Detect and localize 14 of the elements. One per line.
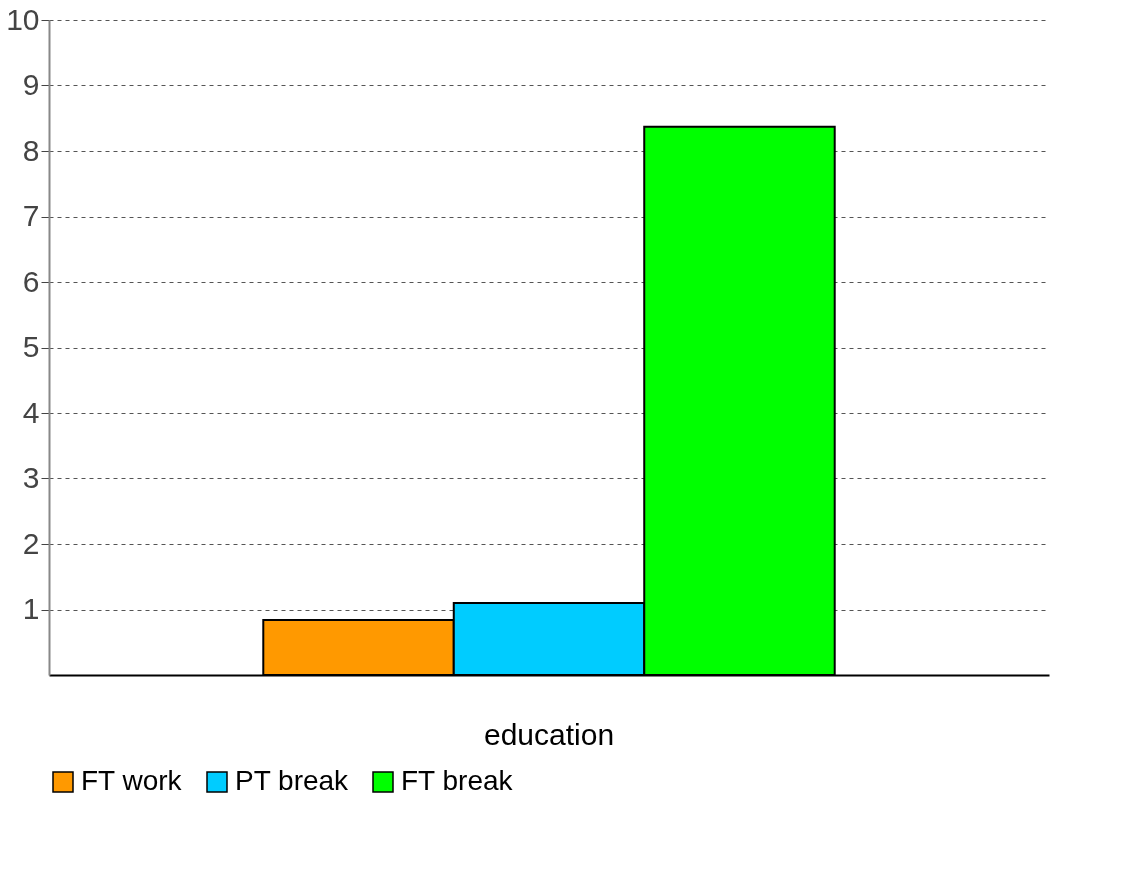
y-tick-label: 8 (22, 133, 40, 167)
legend-label: FT break (401, 765, 514, 796)
legend-label: PT break (235, 765, 350, 796)
y-tick-label: 10 (6, 2, 40, 36)
x-tick-label: education (483, 717, 615, 751)
y-tick-label: 4 (22, 395, 40, 429)
y-tick-label: 3 (22, 461, 40, 494)
legend-label: FT work (81, 765, 183, 796)
y-tick-label: 1 (22, 592, 40, 625)
y-tick-label: 5 (22, 330, 40, 363)
y-tick-label: 9 (22, 68, 40, 101)
y-tick-label: 7 (22, 199, 40, 232)
y-tick-label: 2 (22, 526, 40, 560)
y-tick-label: 6 (22, 264, 40, 298)
